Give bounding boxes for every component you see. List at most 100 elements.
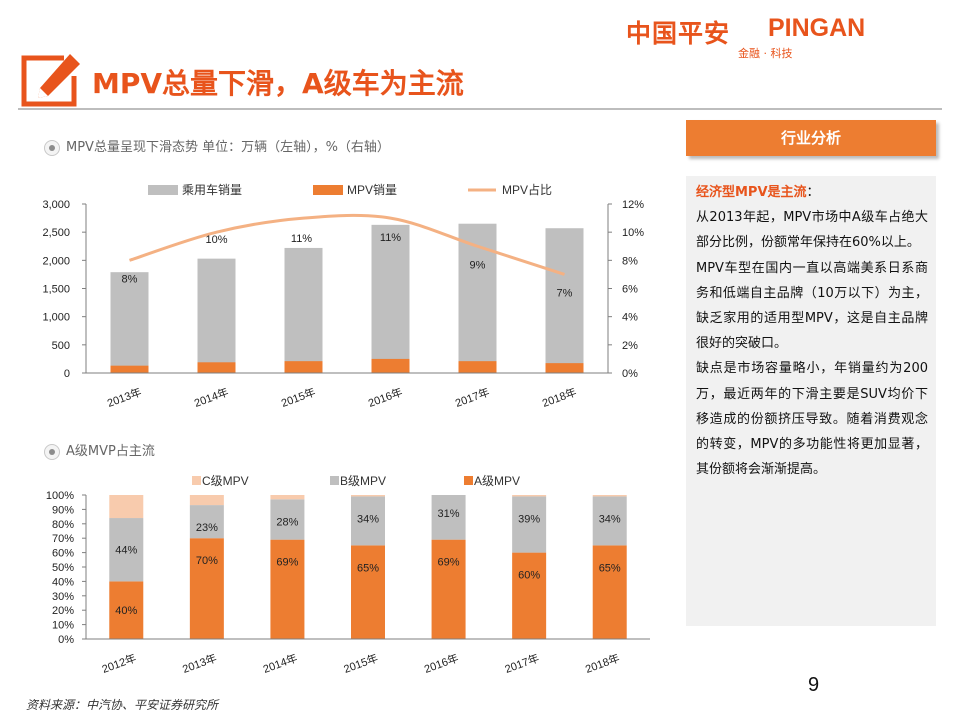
- bar-b-class: [592, 496, 627, 546]
- y-tick: 80%: [52, 519, 74, 531]
- y-tick-right: 10%: [622, 227, 644, 239]
- bar-passenger-sales: [371, 224, 410, 373]
- chart1-heading: MPV总量呈现下滑态势 单位：万辆（左轴），%（右轴）: [44, 136, 390, 156]
- legend-swatch: [313, 185, 343, 195]
- x-tick: 2017年: [503, 651, 541, 676]
- x-tick: 2013年: [180, 651, 218, 676]
- chart-mpv-sales: 乘用车销量 MPV销量 MPV占比 0 500 1,000 1,500 2,000 2,500…: [42, 182, 644, 410]
- y-tick-left: 0: [64, 368, 70, 380]
- y-tick: 0%: [58, 634, 74, 646]
- x-tick: 2018年: [540, 385, 578, 410]
- data-label-share: 11%: [291, 233, 312, 245]
- y-tick-right: 4%: [622, 312, 638, 324]
- analysis-paragraph: MPV车型在国内一直以高端美系日系商务和低端自主品牌（10万以下）为主，缺乏家用…: [696, 260, 928, 352]
- legend-label: A级MPV: [474, 474, 520, 488]
- data-label-a-class: 60%: [518, 570, 540, 582]
- data-label-b-class: 28%: [276, 516, 298, 528]
- bar-a-class: [512, 552, 547, 639]
- y-tick-right: 0%: [622, 368, 638, 380]
- y-tick: 10%: [52, 620, 74, 632]
- data-label-share: 10%: [205, 234, 227, 246]
- chart2-heading-text: A级MVP占主流: [66, 444, 155, 459]
- chart2-legend: C级MPV B级MPV A级MPV: [192, 474, 520, 488]
- highlight-text: 经济型MPV是主流: [696, 185, 807, 200]
- y-tick: 70%: [52, 533, 74, 545]
- bar-mpv-sales: [284, 361, 323, 373]
- bar-a-class: [431, 539, 466, 639]
- chart1-heading-text: MPV总量呈现下滑态势 单位：万辆（左轴），%（右轴）: [66, 140, 390, 155]
- legend-swatch: [464, 476, 473, 485]
- data-label-b-class: 39%: [518, 513, 540, 525]
- bar-a-class: [189, 538, 224, 639]
- x-tick: 2012年: [100, 651, 138, 676]
- data-label-share: 11%: [380, 232, 401, 244]
- data-label-share: 7%: [557, 287, 573, 299]
- highlight-suffix: ：: [806, 185, 820, 200]
- legend-label: MPV销量: [347, 183, 397, 197]
- y-tick-left: 1,500: [42, 284, 70, 296]
- bar-a-class: [270, 539, 305, 639]
- bar-a-class: [351, 545, 385, 639]
- y-tick-left: 3,000: [42, 199, 70, 211]
- y-tick-left: 1,000: [42, 312, 70, 324]
- y-tick-right: 2%: [622, 340, 638, 352]
- data-label-share: 8%: [122, 273, 138, 285]
- legend-swatch: [192, 476, 201, 485]
- logo-tagline: 金融 · 科技: [738, 47, 793, 60]
- x-tick: 2014年: [192, 385, 230, 410]
- y-tick: 100%: [46, 490, 74, 502]
- analysis-paragraph: 从2013年起，MPV市场中A级车占绝大部分比例，份额常年保持在60%以上。: [696, 210, 928, 251]
- page-number: 9: [808, 674, 820, 696]
- pencil-box-icon: [21, 54, 80, 107]
- data-label-share: 9%: [470, 259, 486, 271]
- legend-label: C级MPV: [202, 474, 249, 488]
- y-tick-left: 2,000: [42, 255, 70, 267]
- bar-c-class: [351, 495, 385, 497]
- title-divider: [18, 108, 942, 110]
- x-tick: 2014年: [261, 651, 299, 676]
- data-label-a-class: 40%: [115, 605, 137, 617]
- bar-a-class: [592, 545, 627, 639]
- bar-b-class: [431, 495, 466, 540]
- y-tick: 30%: [52, 591, 74, 603]
- source-note: 资料来源：中汽协、平安证券研究所: [26, 698, 219, 712]
- data-label-b-class: 34%: [357, 513, 379, 525]
- y-tick: 20%: [52, 605, 74, 617]
- bar-b-class: [109, 518, 144, 582]
- line-mpv-share: [129, 213, 565, 276]
- bar-b-class: [189, 505, 224, 539]
- bullet-icon: [44, 443, 60, 460]
- data-label-a-class: 65%: [357, 562, 379, 574]
- bar-mpv-sales: [371, 358, 410, 373]
- data-label-a-class: 69%: [276, 557, 298, 569]
- data-label-b-class: 23%: [196, 522, 218, 534]
- bar-mpv-sales: [458, 361, 497, 373]
- data-label-a-class: 65%: [599, 562, 621, 574]
- page-title: MPV总量下滑，A级车为主流: [92, 67, 464, 100]
- bar-mpv-sales: [545, 363, 584, 373]
- x-tick: 2015年: [279, 385, 317, 410]
- x-tick: 2016年: [422, 651, 460, 676]
- legend-label: B级MPV: [340, 474, 386, 488]
- y-tick: 90%: [52, 504, 74, 516]
- data-label-b-class: 34%: [599, 513, 621, 525]
- legend-swatch: [330, 476, 339, 485]
- bar-mpv-sales: [197, 362, 236, 373]
- bar-mpv-sales: [110, 365, 149, 373]
- data-label-b-class: 44%: [115, 545, 137, 557]
- analysis-paragraph: 缺点是市场容量略小，年销量约为200万，最近两年的下滑主要是SUV均价下移造成的…: [696, 361, 928, 478]
- bar-c-class: [270, 495, 305, 500]
- data-label-a-class: 70%: [196, 555, 218, 567]
- bar-b-class: [512, 496, 547, 553]
- bar-b-class: [351, 496, 385, 546]
- data-label-b-class: 31%: [438, 508, 460, 520]
- panel-header: 行业分析: [686, 120, 936, 156]
- analysis-highlight: 经济型MPV是主流：: [696, 180, 928, 205]
- bar-passenger-sales: [545, 228, 584, 373]
- bar-c-class: [592, 495, 627, 497]
- x-tick: 2018年: [583, 651, 621, 676]
- logo-english: PINGAN: [768, 14, 866, 42]
- y-tick-right: 6%: [622, 284, 638, 296]
- y-tick-left: 500: [52, 340, 70, 352]
- y-tick: 60%: [52, 548, 74, 560]
